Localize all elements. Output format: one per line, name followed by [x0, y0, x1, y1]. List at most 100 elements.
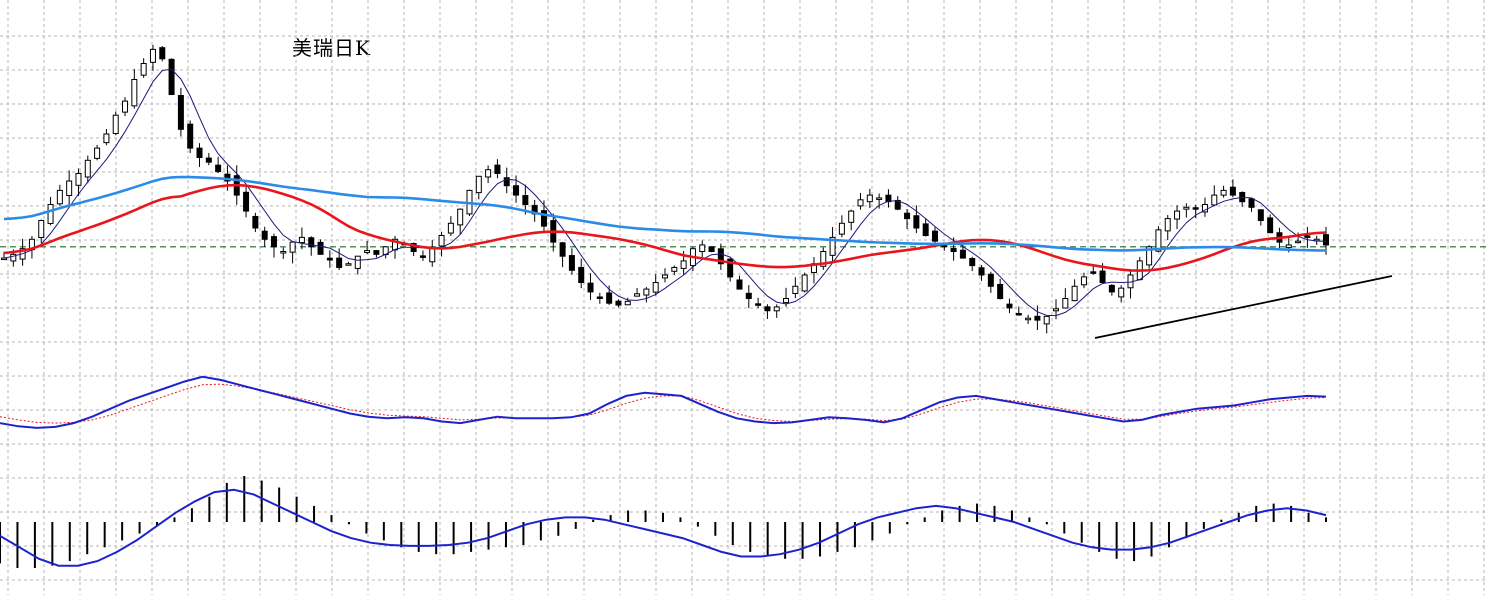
macd-line: [0, 488, 1327, 567]
candle-body: [270, 236, 277, 248]
candle-body: [1118, 287, 1125, 298]
candle-body: [987, 273, 994, 287]
candle-body: [47, 204, 54, 224]
candle-body: [857, 199, 864, 207]
candle-body: [587, 282, 594, 293]
candle-body: [131, 78, 138, 107]
candle-body: [1080, 276, 1087, 286]
candle-body: [745, 292, 752, 299]
candle-body: [708, 246, 715, 253]
candle-body: [122, 100, 129, 113]
candle-body: [308, 237, 315, 248]
candle-body: [38, 219, 45, 239]
macd-panel: [0, 476, 1327, 568]
candle-body: [801, 274, 808, 292]
candle-body: [1025, 317, 1032, 321]
candle-body: [624, 300, 631, 306]
candle-body: [820, 251, 827, 267]
candle-body: [1146, 246, 1153, 266]
candle-body: [606, 292, 613, 304]
candle-body: [652, 282, 659, 293]
candle-body: [149, 48, 156, 63]
candle-body: [792, 285, 799, 294]
candle-body: [438, 235, 445, 247]
candle-body: [1062, 298, 1069, 309]
candle-body: [876, 197, 883, 200]
candle-body: [522, 195, 529, 205]
candle-body: [950, 248, 957, 252]
candle-body: [1201, 204, 1208, 213]
candle-body: [1155, 229, 1162, 252]
candle-body: [922, 223, 929, 237]
candle-body: [298, 236, 305, 244]
candle-body: [1090, 271, 1097, 274]
candle-body: [1034, 315, 1041, 321]
candle-body: [10, 253, 17, 262]
candle-body: [503, 177, 510, 187]
candle-body: [1304, 235, 1311, 238]
oscillator-main-line: [0, 375, 1327, 429]
candle-body: [354, 255, 361, 269]
candle-body: [1015, 312, 1022, 316]
candle-body: [978, 267, 985, 276]
candle-body: [838, 222, 845, 235]
trendline: [1094, 275, 1393, 339]
candle-body: [699, 244, 706, 252]
candle-body: [140, 63, 147, 76]
candle-body: [56, 189, 63, 205]
candle-body: [205, 157, 212, 163]
candle-body: [596, 296, 603, 300]
candle-body: [75, 172, 82, 186]
candle-body: [885, 194, 892, 203]
ma-fast-line: [3, 68, 1327, 317]
candle-body: [364, 250, 371, 253]
candle-body: [848, 210, 855, 223]
candle-body: [1229, 186, 1236, 196]
candle-body: [540, 210, 547, 227]
candle-body: [1099, 270, 1106, 284]
candle-body: [1183, 206, 1190, 210]
candle-body: [196, 147, 203, 158]
candle-body: [84, 159, 91, 178]
candle-body: [959, 249, 966, 259]
candle-body: [615, 300, 622, 306]
candle-body: [1043, 315, 1050, 325]
candle-body: [261, 230, 268, 240]
candle-body: [904, 212, 911, 220]
candle-body: [997, 283, 1004, 300]
candle-body: [783, 298, 790, 304]
candle-body: [103, 133, 110, 144]
candle-body: [1295, 240, 1302, 244]
candle-body: [66, 180, 73, 196]
candle-body: [494, 164, 501, 174]
candle-body: [326, 257, 333, 261]
candle-body: [559, 242, 566, 257]
candle-body: [243, 191, 250, 212]
candle-body: [447, 222, 454, 234]
candle-body: [112, 114, 119, 134]
candle-body: [289, 241, 296, 253]
candle-body: [457, 208, 464, 226]
ma-red-line: [3, 183, 1327, 272]
candle-body: [680, 260, 687, 269]
candle-body: [1285, 244, 1292, 249]
candle-body: [1164, 218, 1171, 232]
candle-body: [931, 230, 938, 242]
candle-body: [727, 258, 734, 278]
candle-body: [671, 266, 678, 272]
candle-body: [345, 263, 352, 266]
candle-body: [429, 248, 436, 263]
candle-body: [764, 306, 771, 312]
candle-body: [1257, 209, 1264, 221]
candle-body: [1323, 234, 1329, 246]
candle-body: [419, 255, 426, 258]
ma-blue-line: [3, 175, 1327, 252]
candle-body: [717, 248, 724, 265]
candle-body: [634, 293, 641, 297]
candle-body: [317, 241, 324, 255]
candle-body: [252, 215, 259, 229]
candle-body: [1248, 198, 1255, 208]
candle-body: [215, 164, 222, 173]
oscillator-panel: [0, 375, 1327, 429]
